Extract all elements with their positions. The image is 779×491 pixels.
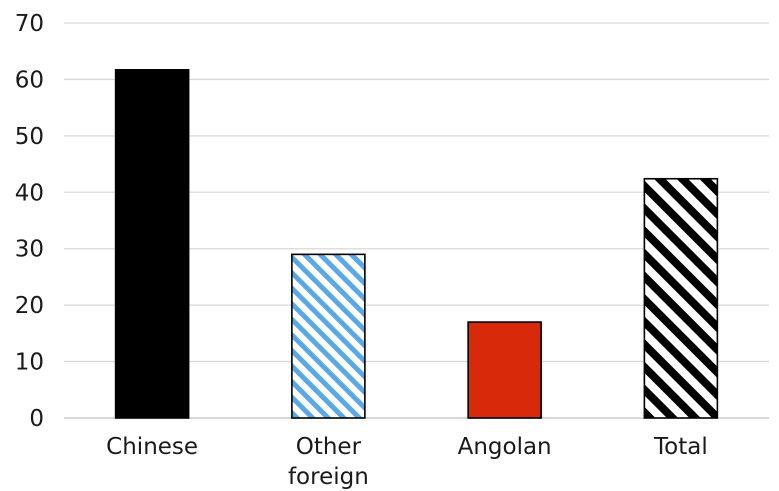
x-category-label: Chinese — [106, 434, 198, 460]
bar-total — [643, 177, 719, 419]
y-tick-label: 20 — [15, 293, 44, 319]
y-tick-label: 0 — [29, 406, 44, 432]
y-tick-label: 40 — [15, 180, 44, 206]
x-axis-category-labels: Chinese Other foreign Angolan Total — [106, 434, 708, 490]
bar-angolan — [467, 321, 542, 419]
y-tick-label: 50 — [15, 124, 44, 150]
bar-chinese — [114, 69, 190, 419]
y-axis-tick-labels: 0 10 20 30 40 50 60 70 — [15, 11, 44, 432]
x-category-label: Other — [296, 434, 362, 460]
y-tick-label: 60 — [15, 67, 44, 93]
bar-other-foreign — [291, 253, 366, 419]
y-tick-label: 10 — [15, 350, 44, 376]
y-tick-label: 30 — [15, 237, 44, 263]
x-category-label: foreign — [288, 464, 369, 490]
x-category-label: Angolan — [458, 434, 552, 460]
y-tick-label: 70 — [15, 11, 44, 37]
x-category-label: Total — [653, 434, 708, 460]
bars — [114, 69, 719, 419]
